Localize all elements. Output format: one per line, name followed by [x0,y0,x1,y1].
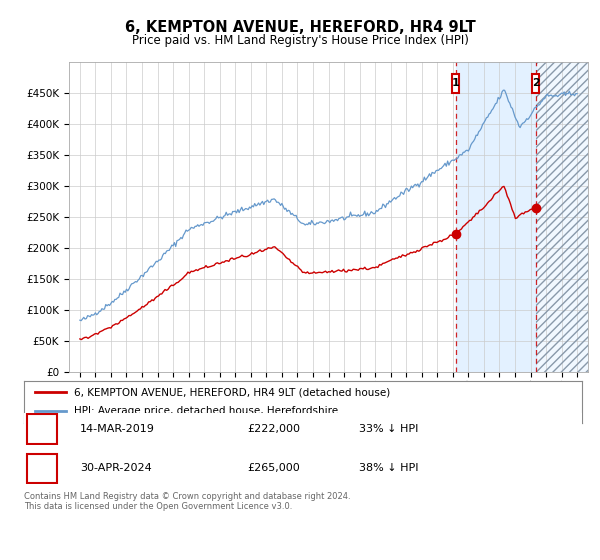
FancyBboxPatch shape [452,74,460,92]
Text: £265,000: £265,000 [247,463,300,473]
Bar [536,62,588,372]
Text: Price paid vs. HM Land Registry's House Price Index (HPI): Price paid vs. HM Land Registry's House … [131,34,469,46]
Text: 1: 1 [38,422,47,436]
Text: 38% ↓ HPI: 38% ↓ HPI [359,463,418,473]
Text: £222,000: £222,000 [247,424,300,434]
Text: 2: 2 [532,78,539,88]
Text: 1: 1 [452,78,460,88]
FancyBboxPatch shape [27,454,58,483]
Text: 2: 2 [38,461,47,475]
Text: 6, KEMPTON AVENUE, HEREFORD, HR4 9LT (detached house): 6, KEMPTON AVENUE, HEREFORD, HR4 9LT (de… [74,387,391,397]
Text: Contains HM Land Registry data © Crown copyright and database right 2024.
This d: Contains HM Land Registry data © Crown c… [24,492,350,511]
Text: HPI: Average price, detached house, Herefordshire: HPI: Average price, detached house, Here… [74,407,338,417]
Text: 30-APR-2024: 30-APR-2024 [80,463,152,473]
Text: 6, KEMPTON AVENUE, HEREFORD, HR4 9LT: 6, KEMPTON AVENUE, HEREFORD, HR4 9LT [125,20,475,35]
FancyBboxPatch shape [532,74,539,92]
Bar [536,62,588,372]
Bar [456,62,536,372]
Text: 33% ↓ HPI: 33% ↓ HPI [359,424,418,434]
FancyBboxPatch shape [27,414,58,444]
Text: 14-MAR-2019: 14-MAR-2019 [80,424,155,434]
